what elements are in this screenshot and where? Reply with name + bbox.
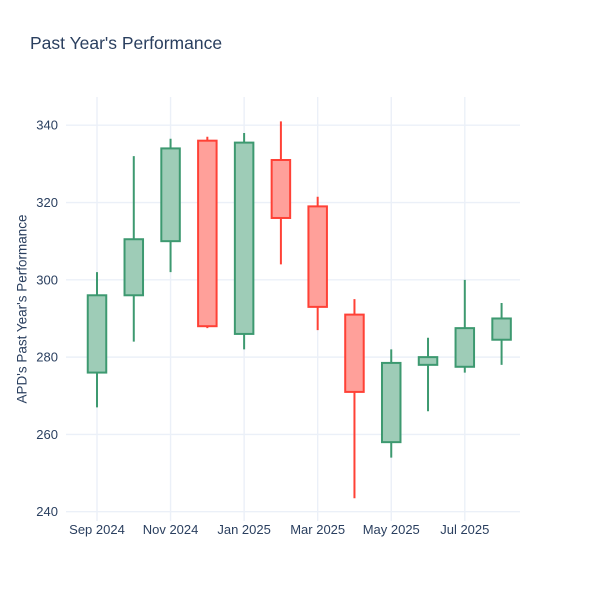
candlestick-jan-2025[interactable] xyxy=(233,132,255,350)
candles xyxy=(86,121,512,499)
chart-title: Past Year's Performance xyxy=(30,33,223,53)
candlestick-jun-2025[interactable] xyxy=(417,337,439,412)
y-tick-label: 280 xyxy=(36,350,58,365)
candle-body xyxy=(454,327,476,368)
candle-body xyxy=(160,147,181,243)
x-tick-label: Jan 2025 xyxy=(217,522,271,537)
candle-body xyxy=(380,361,402,444)
candlestick-nov-2024[interactable] xyxy=(160,138,181,273)
candlestick-dec-2024[interactable] xyxy=(197,136,218,329)
candlestick-jul-2025[interactable] xyxy=(454,279,476,373)
candle-body xyxy=(417,356,439,366)
candle-body xyxy=(86,294,108,374)
y-tick-label: 340 xyxy=(36,118,58,133)
candle-body xyxy=(123,238,145,297)
y-axis-tick-labels: 240 260 280 300 320 340 xyxy=(36,118,58,520)
candle-body xyxy=(197,139,218,328)
candle-body xyxy=(344,313,365,393)
candle-body xyxy=(233,141,255,335)
x-tick-label: Sep 2024 xyxy=(69,522,125,537)
x-tick-label: Mar 2025 xyxy=(290,522,345,537)
candlestick-feb-2025[interactable] xyxy=(270,121,292,265)
candlestick-may-2025[interactable] xyxy=(380,349,402,458)
candle-body xyxy=(491,317,512,341)
y-tick-label: 300 xyxy=(36,272,58,287)
x-tick-label: Jul 2025 xyxy=(440,522,489,537)
y-tick-label: 320 xyxy=(36,195,58,210)
x-tick-label: Nov 2024 xyxy=(143,522,199,537)
candlestick-sep-2024[interactable] xyxy=(86,272,108,408)
x-tick-label: May 2025 xyxy=(363,522,420,537)
candlestick-oct-2024[interactable] xyxy=(123,156,145,342)
y-tick-label: 240 xyxy=(36,504,58,519)
candle-body xyxy=(307,205,328,308)
x-axis-tick-labels: Sep 2024 Nov 2024 Jan 2025 Mar 2025 May 2025… xyxy=(69,522,489,537)
candlestick-mar-2025[interactable] xyxy=(307,196,328,331)
candlestick-aug-2025[interactable] xyxy=(491,303,512,365)
candle-body xyxy=(270,159,292,219)
candlestick-apr-2025[interactable] xyxy=(344,299,365,499)
y-tick-label: 260 xyxy=(36,427,58,442)
